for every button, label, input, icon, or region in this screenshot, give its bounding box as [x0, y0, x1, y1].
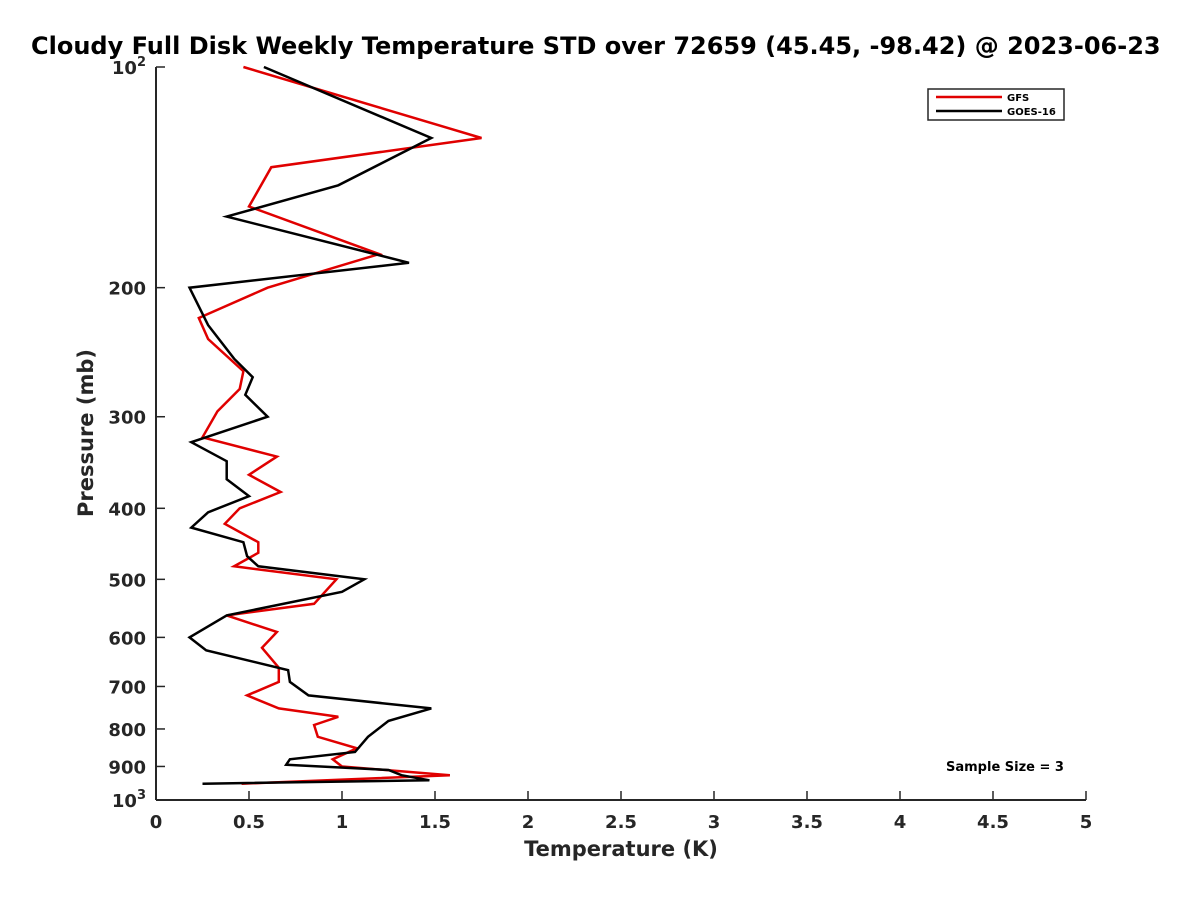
- x-tick-label: 4: [894, 812, 907, 833]
- x-tick-label: 0.5: [233, 812, 265, 833]
- chart-title: Cloudy Full Disk Weekly Temperature STD …: [31, 32, 1161, 60]
- sample-size-annotation: Sample Size = 3: [946, 760, 1064, 775]
- plot-lines: [187, 65, 482, 785]
- x-tick-label: 1: [336, 812, 349, 833]
- legend-label-gfs: GFS: [1007, 93, 1029, 104]
- x-axis-label: Temperature (K): [524, 837, 718, 861]
- legend: GFS GOES-16: [927, 88, 1065, 121]
- y-tick-label: 300: [108, 408, 146, 429]
- x-tick-label: 2.5: [605, 812, 637, 833]
- y-tick-label: 700: [108, 677, 146, 698]
- y-tick-label: 900: [108, 757, 146, 778]
- legend-box: [927, 88, 1065, 121]
- x-tick-label: 3.5: [791, 812, 823, 833]
- y-axis-label: Pressure (mb): [74, 349, 98, 517]
- y-ticks: 102 200 300 400 500 600 700 800 900 103: [108, 55, 165, 812]
- y-tick-label: 102: [112, 55, 146, 79]
- series-line-gfs: [197, 65, 482, 785]
- y-tick-label: 500: [108, 570, 146, 591]
- x-ticks: 0 0.5 1 1.5 2 2.5 3 3.5 4 4.5 5: [150, 791, 1093, 833]
- x-tick-label: 1.5: [419, 812, 451, 833]
- y-tick-label: 400: [108, 499, 146, 520]
- series-line-goes16: [187, 65, 435, 785]
- x-tick-label: 2: [522, 812, 535, 833]
- x-tick-label: 4.5: [977, 812, 1009, 833]
- y-tick-label: 600: [108, 628, 146, 649]
- legend-label-goes16: GOES-16: [1007, 107, 1056, 118]
- y-tick-label: 800: [108, 720, 146, 741]
- x-tick-label: 3: [708, 812, 721, 833]
- y-tick-label: 103: [112, 788, 146, 812]
- x-tick-label: 0: [150, 812, 163, 833]
- y-tick-label: 200: [108, 279, 146, 300]
- x-tick-label: 5: [1080, 812, 1093, 833]
